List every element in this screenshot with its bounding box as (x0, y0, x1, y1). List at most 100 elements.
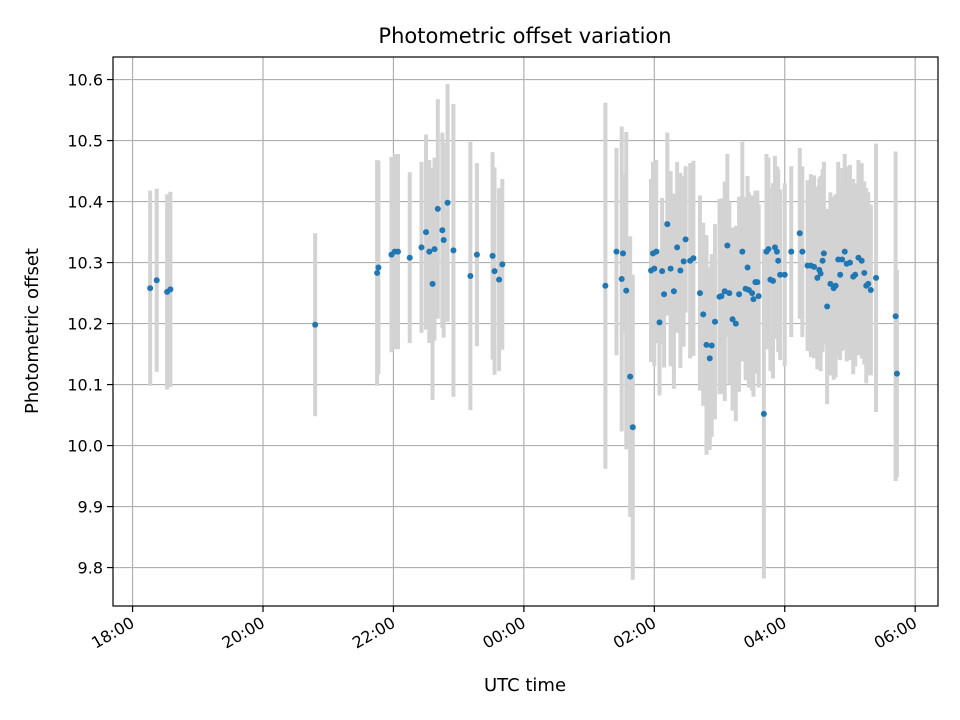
data-point (832, 282, 839, 289)
data-point (721, 288, 728, 295)
data-point (736, 291, 743, 298)
data-point (434, 205, 441, 212)
data-point (893, 370, 900, 377)
data-point (760, 410, 767, 417)
y-tick-label: 10.6 (67, 71, 103, 90)
data-point (375, 264, 382, 271)
data-point (651, 265, 658, 272)
data-point (865, 280, 872, 287)
plot-frame (112, 56, 939, 607)
data-point (729, 316, 736, 323)
data-point (450, 247, 457, 254)
data-point (670, 288, 677, 295)
data-point (765, 246, 772, 253)
data-point (653, 248, 660, 255)
y-tick-label: 10.3 (67, 254, 103, 273)
y-tick-label: 9.9 (78, 498, 103, 517)
data-point (732, 320, 739, 327)
y-tick-label: 9.8 (78, 559, 103, 578)
data-point (858, 257, 865, 264)
data-point (690, 255, 697, 262)
data-point (659, 268, 666, 275)
x-axis-title: UTC time (484, 675, 566, 696)
data-point (814, 274, 821, 281)
data-point (312, 321, 319, 328)
data-point (418, 244, 425, 251)
data-point (167, 286, 174, 293)
data-point (147, 285, 154, 292)
data-point (837, 271, 844, 278)
data-point (755, 293, 762, 300)
data-point (744, 264, 751, 271)
data-point (718, 293, 725, 300)
data-point (618, 276, 625, 283)
data-point (867, 287, 874, 294)
data-point (661, 291, 668, 298)
data-point (892, 313, 899, 320)
data-point (827, 280, 834, 287)
data-point (374, 269, 381, 276)
data-point (750, 296, 757, 303)
data-point (739, 248, 746, 255)
data-point (770, 277, 776, 284)
data-point (824, 303, 831, 310)
data-point (680, 258, 687, 265)
y-tick-label: 10.2 (67, 315, 103, 334)
data-point (777, 271, 784, 278)
data-point (696, 290, 703, 297)
data-point (846, 259, 853, 266)
data-point (667, 265, 674, 272)
data-point (620, 250, 626, 257)
data-point (623, 287, 630, 294)
data-point (629, 424, 636, 431)
y-tick-label: 10.5 (67, 132, 103, 151)
data-point (819, 257, 826, 264)
y-tick-label: 10.0 (67, 437, 103, 456)
data-point (444, 199, 451, 206)
data-point (817, 270, 824, 277)
data-point (467, 272, 474, 279)
data-point (820, 250, 827, 257)
data-point (811, 263, 818, 270)
chart-title: Photometric offset variation (378, 24, 671, 48)
y-tick-label: 10.4 (67, 193, 103, 212)
data-point (153, 277, 160, 284)
data-point (499, 261, 506, 268)
data-point (440, 237, 447, 243)
data-point (439, 227, 446, 234)
data-point (749, 290, 756, 297)
data-point (406, 254, 413, 261)
data-point (395, 248, 401, 255)
data-point (613, 248, 620, 255)
data-point (703, 341, 710, 348)
data-point (754, 279, 761, 286)
data-point (473, 251, 480, 258)
data-point (491, 268, 498, 275)
data-point (773, 248, 780, 255)
data-point (423, 229, 430, 236)
data-point (627, 373, 634, 380)
data-point (796, 230, 803, 237)
data-point (708, 342, 715, 349)
data-point (706, 355, 713, 362)
data-point (677, 267, 684, 274)
data-point (775, 257, 782, 264)
data-points (147, 199, 900, 431)
data-point (429, 280, 436, 287)
data-point (664, 221, 671, 228)
data-point (700, 311, 707, 318)
data-point (852, 271, 859, 278)
data-point (726, 290, 733, 297)
data-point (788, 248, 795, 255)
data-point (781, 271, 788, 278)
data-point (602, 282, 609, 289)
data-point (674, 244, 681, 251)
data-point (724, 242, 731, 249)
data-point (711, 318, 718, 325)
grid (113, 57, 938, 606)
data-point (426, 248, 433, 255)
data-point (873, 274, 880, 281)
data-point (799, 248, 806, 255)
data-point (489, 252, 496, 259)
